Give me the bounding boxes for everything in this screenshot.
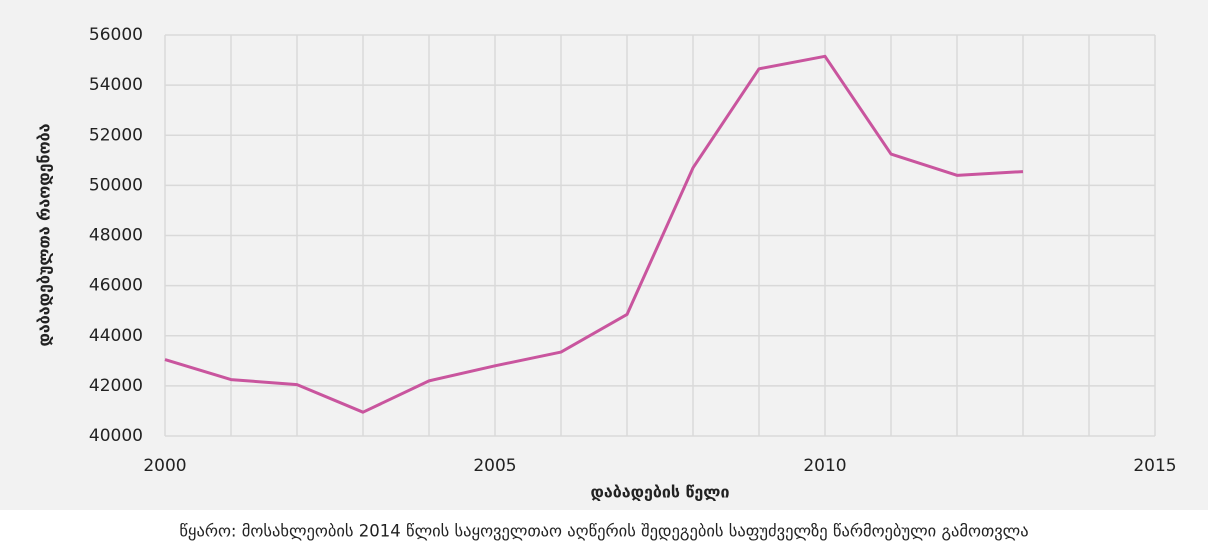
- y-tick-label: 42000: [89, 376, 143, 396]
- y-tick-label: 48000: [89, 226, 143, 246]
- y-tick-label: 46000: [89, 276, 143, 296]
- chart-background: [0, 0, 1208, 510]
- y-tick-label: 52000: [89, 125, 143, 145]
- y-tick-label: 40000: [89, 426, 143, 446]
- x-tick-label: 2015: [1133, 456, 1176, 476]
- y-tick-label: 56000: [89, 25, 143, 45]
- data-line: [164, 54, 1024, 414]
- x-tick-label: 2000: [143, 456, 186, 476]
- source-note: წყარო: მოსახლეობის 2014 წლის საყოველთაო …: [179, 522, 1028, 541]
- x-tick-label: 2005: [473, 456, 516, 476]
- y-tick-label: 50000: [89, 175, 143, 195]
- y-tick-label: 54000: [89, 75, 143, 95]
- x-axis-label: დაბადების წელი: [591, 483, 730, 502]
- y-axis-label: დაბადებულთა რაოდენობა: [35, 123, 54, 346]
- x-tick-label: 2010: [803, 456, 846, 476]
- y-tick-label: 44000: [89, 326, 143, 346]
